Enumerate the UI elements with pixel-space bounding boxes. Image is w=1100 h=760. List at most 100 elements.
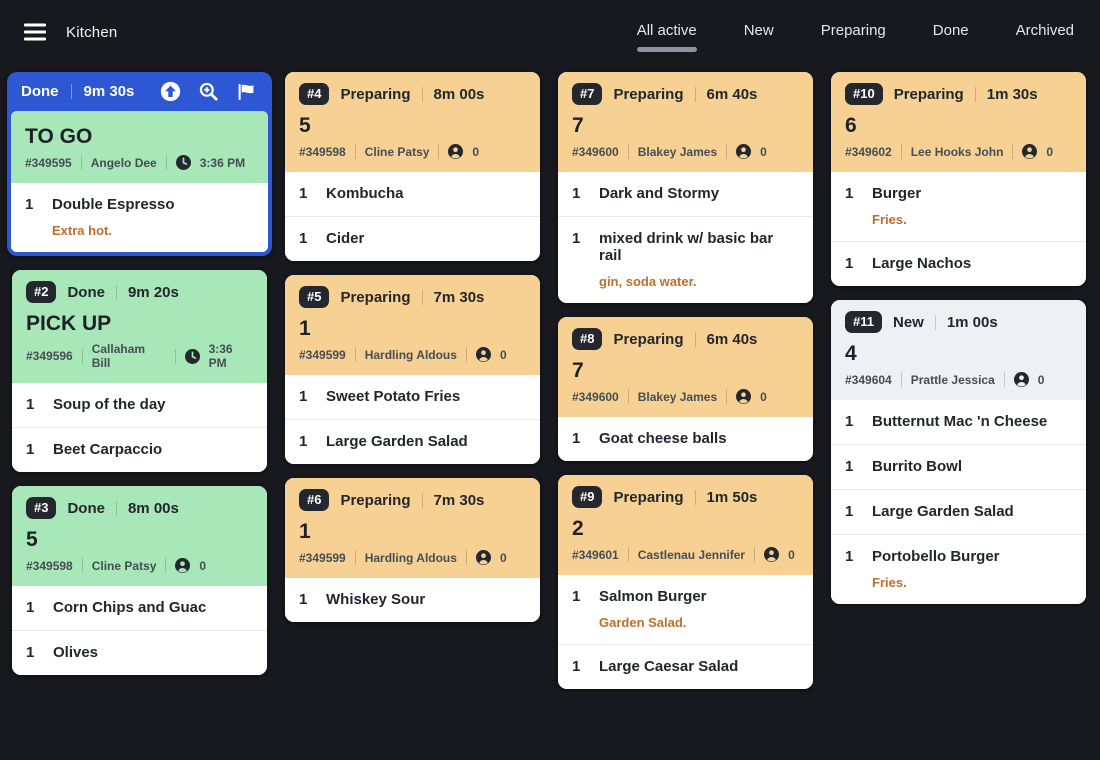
tab-preparing[interactable]: Preparing (821, 12, 886, 52)
order-item-row[interactable]: 1 Burrito Bowl (831, 444, 1086, 489)
order-head-row: #10 Preparing 1m 30s (845, 83, 1072, 105)
order-item-row[interactable]: 1 Large Nachos (831, 241, 1086, 286)
order-timer: 9m 20s (127, 283, 179, 301)
order-meta: #349599 Hardling Aldous 0 (299, 347, 526, 362)
order-card[interactable]: #10 Preparing 1m 30s 6 #349602 Lee Hooks John… (831, 72, 1086, 286)
order-item-row[interactable]: 1 Whiskey Sour (285, 578, 540, 622)
card-actions (160, 81, 259, 102)
order-head-row: #6 Preparing 7m 30s (299, 489, 526, 511)
order-card[interactable]: #9 Preparing 1m 50s 2 #349601 Castlenau Jenni… (558, 475, 813, 689)
order-item-row[interactable]: 1 Kombucha (285, 172, 540, 216)
order-card[interactable]: #7 Preparing 6m 40s 7 #349600 Blakey James 0 1 D… (558, 72, 813, 303)
top-bar: Kitchen All active New Preparing Done Archiv… (0, 0, 1100, 64)
order-id: #349599 (299, 347, 346, 362)
arrow-up-circle-icon (160, 81, 181, 102)
item-name: Large Garden Salad (872, 503, 1014, 520)
tab-all-active[interactable]: All active (636, 12, 697, 52)
active-tab-indicator (636, 47, 697, 52)
order-item-row[interactable]: 1 Double Espresso Extra hot. (11, 183, 268, 252)
order-item-row[interactable]: 1 mixed drink w/ basic bar rail gin, soda … (558, 216, 813, 303)
item-body: Dark and Stormy (599, 185, 719, 202)
item-name: Whiskey Sour (326, 591, 426, 608)
order-card[interactable]: #11 New 1m 00s 4 #349604 Prattle Jessica 0 1 But… (831, 300, 1086, 604)
item-name: Soup of the day (53, 396, 166, 413)
order-item-row[interactable]: 1 Large Garden Salad (285, 419, 540, 464)
tab-new[interactable]: New (744, 12, 774, 52)
order-board: Done 9m 30s TO GO #349595 Angelo Dee 3:36 PM 1… (0, 64, 1100, 689)
order-item-row[interactable]: 1 Portobello Burger Fries. (831, 534, 1086, 604)
person-icon (475, 347, 491, 362)
order-status: Preparing (613, 85, 684, 103)
order-item-row[interactable]: 1 Sweet Potato Fries (285, 375, 540, 419)
order-item-row[interactable]: 1 Corn Chips and Guac (12, 586, 267, 630)
guest-count: 0 (1046, 144, 1054, 159)
tab-label: Archived (1015, 22, 1074, 39)
order-number-badge: #8 (572, 328, 603, 350)
order-meta: #349595 Angelo Dee 3:36 PM (25, 155, 254, 170)
customer-name: Cline Patsy (364, 144, 430, 159)
item-body: Portobello Burger Fries. (872, 548, 1000, 590)
item-name: Salmon Burger (599, 588, 707, 605)
order-head-row: #3 Done 8m 00s (26, 497, 253, 519)
order-item-row[interactable]: 1 Cider (285, 216, 540, 261)
order-items: 1 Butternut Mac 'n Cheese 1 Burrito Bowl 1 La… (831, 400, 1086, 604)
order-item-row[interactable]: 1 Olives (12, 630, 267, 675)
order-card[interactable]: #3 Done 8m 00s 5 #349598 Cline Patsy 0 1 Corn Ch… (12, 486, 267, 675)
customer-name: Callaham Bill (91, 342, 146, 370)
order-item-row[interactable]: 1 Large Caesar Salad (558, 644, 813, 689)
item-quantity: 1 (845, 185, 854, 202)
order-title: 7 (572, 114, 584, 137)
guest-count: 0 (499, 550, 507, 565)
tab-archived[interactable]: Archived (1016, 12, 1074, 52)
hamburger-icon (24, 23, 48, 42)
order-item-row[interactable]: 1 Salmon Burger Garden Salad. (558, 575, 813, 644)
order-id: #349598 (299, 144, 346, 159)
order-item-row[interactable]: 1 Burger Fries. (831, 172, 1086, 241)
item-quantity: 1 (845, 413, 854, 430)
order-meta: #349600 Blakey James 0 (572, 144, 799, 159)
item-quantity: 1 (845, 503, 854, 520)
order-item-row[interactable]: 1 Soup of the day (12, 383, 267, 427)
order-head-row: #2 Done 9m 20s (26, 281, 253, 303)
divider (354, 144, 356, 159)
item-quantity: 1 (25, 196, 34, 213)
divider (465, 550, 467, 565)
person-icon (736, 144, 752, 159)
item-quantity: 1 (299, 230, 308, 247)
order-card-head: #4 Preparing 8m 00s 5 #349598 Cline Patsy 0 (285, 72, 540, 172)
order-item-row[interactable]: 1 Dark and Stormy (558, 172, 813, 216)
order-card[interactable]: #8 Preparing 6m 40s 7 #349600 Blakey James 0 1 G… (558, 317, 813, 461)
flag-order-button[interactable] (236, 82, 256, 102)
person-icon (1013, 372, 1029, 387)
order-item-row[interactable]: 1 Large Garden Salad (831, 489, 1086, 534)
tab-done[interactable]: Done (933, 12, 969, 52)
order-card[interactable]: #6 Preparing 7m 30s 1 #349599 Hardling Aldous… (285, 478, 540, 622)
menu-button[interactable] (22, 21, 50, 44)
order-item-row[interactable]: 1 Beet Carpaccio (12, 427, 267, 472)
bump-order-button[interactable] (160, 81, 181, 102)
item-name: Sweet Potato Fries (326, 388, 461, 405)
order-card-selected[interactable]: Done 9m 30s TO GO #349595 Angelo Dee 3:36 PM 1… (7, 72, 272, 256)
order-card[interactable]: #5 Preparing 7m 30s 1 #349599 Hardling Aldous… (285, 275, 540, 464)
order-item-row[interactable]: 1 Goat cheese balls (558, 417, 813, 461)
order-status: Done (67, 499, 105, 517)
item-name: Burger (872, 185, 922, 202)
order-item-row[interactable]: 1 Butternut Mac 'n Cheese (831, 400, 1086, 444)
zoom-order-button[interactable] (198, 81, 219, 102)
order-id: #349604 (845, 372, 892, 387)
guest-count: 0 (499, 347, 507, 362)
divider (694, 489, 696, 505)
order-status: Preparing (340, 85, 411, 103)
item-name: Large Nachos (872, 255, 972, 272)
order-card[interactable]: #2 Done 9m 20s PICK UP #349596 Callaham Bill 3… (12, 270, 267, 472)
item-quantity: 1 (26, 441, 35, 458)
divider (900, 144, 902, 159)
item-body: Goat cheese balls (599, 430, 727, 447)
divider (70, 84, 72, 99)
order-id: #349598 (26, 558, 73, 573)
zoom-in-icon (198, 81, 219, 102)
item-quantity: 1 (299, 591, 308, 608)
order-card[interactable]: #4 Preparing 8m 00s 5 #349598 Cline Patsy 0 1 Ko… (285, 72, 540, 261)
item-name: Olives (53, 644, 99, 661)
customer-name: Cline Patsy (91, 558, 157, 573)
